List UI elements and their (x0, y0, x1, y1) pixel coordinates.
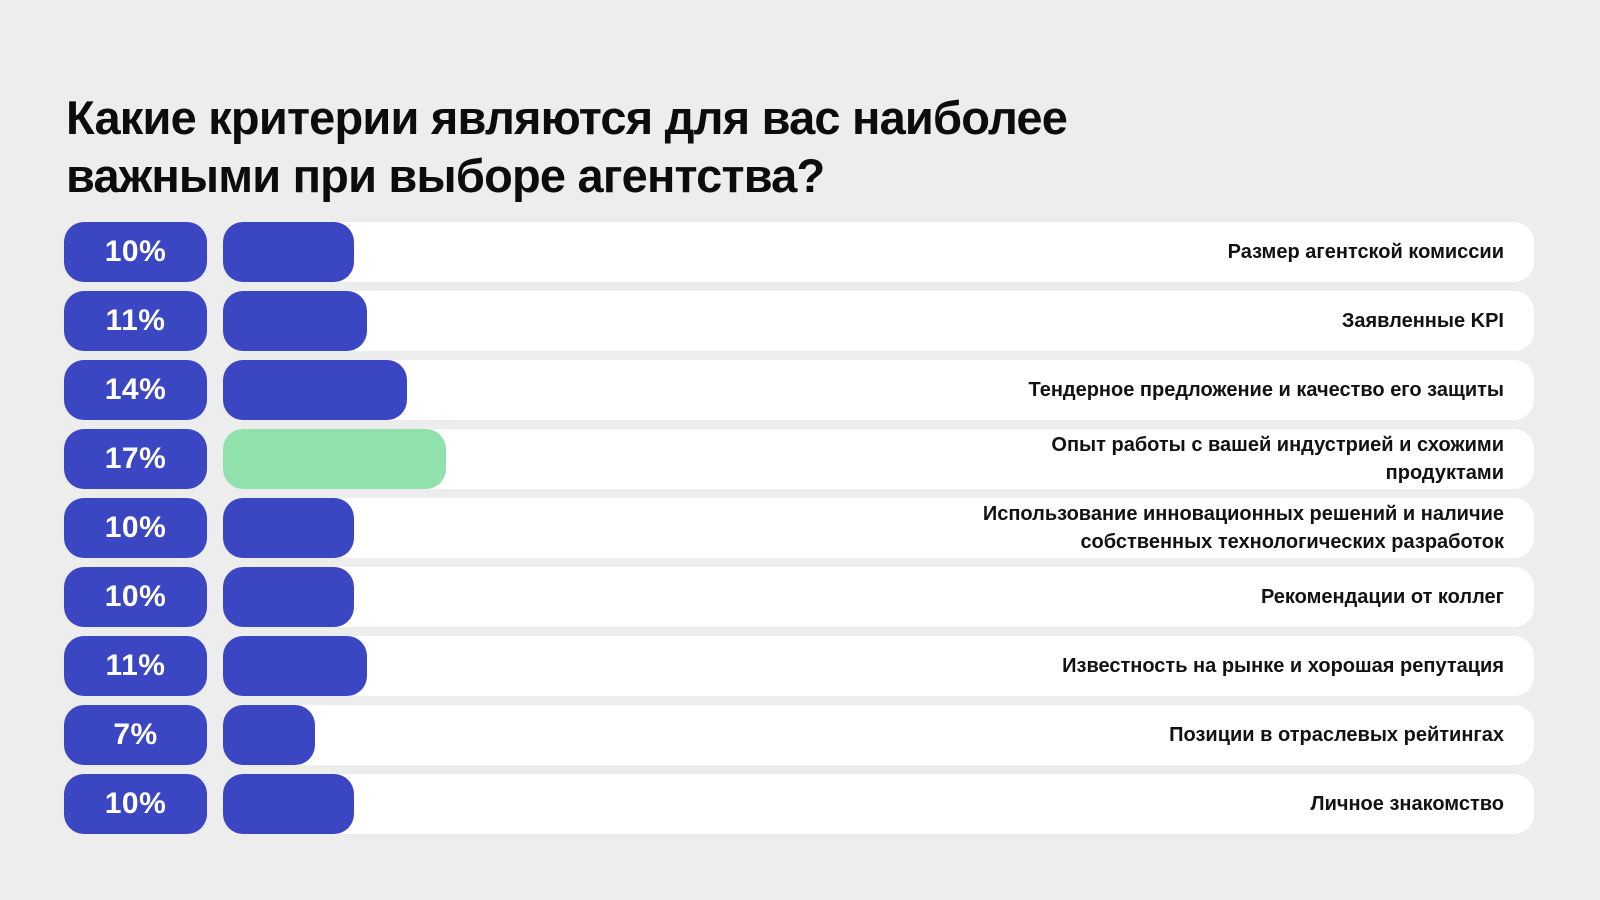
bar-fill (223, 774, 355, 834)
bar-track: Заявленные KPI (223, 291, 1534, 351)
page-title-line-2: важными при выборе агентства? (66, 148, 825, 202)
bar-fill-highlighted (223, 429, 446, 489)
bar-fill (223, 636, 368, 696)
chart-row: 10% Рекомендации от коллег (64, 567, 1534, 627)
bar-fill (223, 705, 315, 765)
percent-badge: 11% (64, 636, 207, 696)
bar-track: Опыт работы с вашей индустрией и схожими… (223, 429, 1534, 489)
chart-row: 7% Позиции в отраслевых рейтингах (64, 705, 1534, 765)
bar-track: Использование инновационных решений и на… (223, 498, 1534, 558)
category-label: Позиции в отраслевых рейтингах (1169, 724, 1504, 746)
percent-badge: 10% (64, 774, 207, 834)
bar-track: Позиции в отраслевых рейтингах (223, 705, 1534, 765)
category-label: Тендерное предложение и качество его защ… (1028, 379, 1504, 401)
percent-badge: 10% (64, 222, 207, 282)
percent-badge: 10% (64, 498, 207, 558)
bar-fill (223, 360, 407, 420)
page-title: Какие критерии являются для вас наиболее… (66, 89, 1068, 204)
chart-row-highlighted: 17% Опыт работы с вашей индустрией и схо… (64, 429, 1534, 489)
bar-fill (223, 222, 355, 282)
percent-badge: 17% (64, 429, 207, 489)
category-label: Опыт работы с вашей индустрией и схожими… (1051, 434, 1504, 484)
chart-row: 10% Личное знакомство (64, 774, 1534, 834)
chart-row: 11% Заявленные KPI (64, 291, 1534, 351)
chart-row: 11% Известность на рынке и хорошая репут… (64, 636, 1534, 696)
category-label: Размер агентской комиссии (1227, 241, 1504, 263)
category-label: Заявленные KPI (1341, 310, 1504, 332)
percent-badge: 14% (64, 360, 207, 420)
bar-track: Тендерное предложение и качество его защ… (223, 360, 1534, 420)
bar-chart: 10% Размер агентской комиссии 11% Заявле… (64, 222, 1534, 843)
category-label: Личное знакомство (1310, 793, 1504, 815)
chart-row: 10% Использование инновационных решений … (64, 498, 1534, 558)
percent-badge: 11% (64, 291, 207, 351)
category-label: Рекомендации от коллег (1260, 586, 1504, 608)
bar-track: Рекомендации от коллег (223, 567, 1534, 627)
percent-badge: 7% (64, 705, 207, 765)
bar-fill (223, 291, 368, 351)
bar-track: Размер агентской комиссии (223, 222, 1534, 282)
bar-fill (223, 498, 355, 558)
bar-fill (223, 567, 355, 627)
page-title-line-1: Какие критерии являются для вас наиболее (66, 91, 1068, 145)
chart-row: 10% Размер агентской комиссии (64, 222, 1534, 282)
chart-row: 14% Тендерное предложение и качество его… (64, 360, 1534, 420)
category-label: Известность на рынке и хорошая репутация (1062, 655, 1504, 677)
bar-track: Известность на рынке и хорошая репутация (223, 636, 1534, 696)
percent-badge: 10% (64, 567, 207, 627)
bar-track: Личное знакомство (223, 774, 1534, 834)
category-label: Использование инновационных решений и на… (982, 503, 1504, 553)
